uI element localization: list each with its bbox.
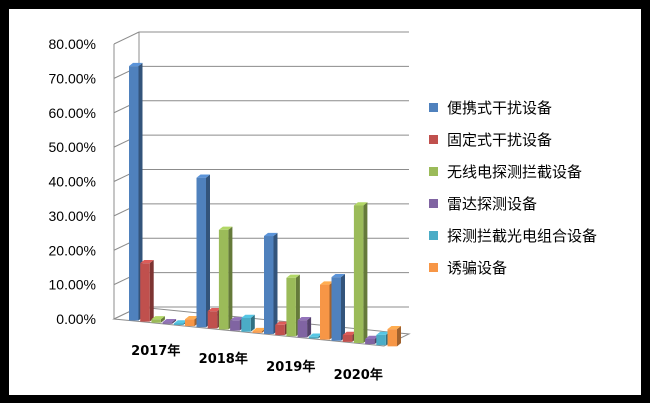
chart-frame: 0.00% 10.00% 20.00% 30.00% 40.00% 50.00% 60.00… xyxy=(9,9,641,395)
bar-top xyxy=(275,321,289,325)
bar-side xyxy=(160,316,165,323)
bar xyxy=(140,263,150,322)
bar-top xyxy=(230,317,244,321)
y-tick-label: 40.00% xyxy=(49,174,96,190)
gridline-depth xyxy=(113,31,140,45)
bar-side xyxy=(250,314,255,332)
bar-top xyxy=(241,314,255,318)
bar-top xyxy=(387,325,401,330)
bar xyxy=(162,322,173,324)
bar-top xyxy=(297,316,312,321)
bar-top xyxy=(264,232,278,237)
bar xyxy=(173,323,184,325)
bar-top xyxy=(196,174,210,178)
y-tick-label: 10.00% xyxy=(49,277,96,293)
bar xyxy=(207,311,218,329)
y-tick-label: 70.00% xyxy=(49,70,96,86)
bar-chart: 0.00% 10.00% 20.00% 30.00% 40.00% 50.00% 60.00… xyxy=(49,31,597,383)
legend-swatch xyxy=(429,135,438,144)
bar xyxy=(308,336,319,339)
bar-top xyxy=(185,316,199,320)
bar xyxy=(331,277,341,341)
bar-side xyxy=(273,232,278,334)
x-tick-label: 2018年 xyxy=(199,351,248,367)
bar-top xyxy=(173,320,188,324)
bar xyxy=(252,331,262,333)
bar-top xyxy=(162,318,177,323)
legend-label: 固定式干扰设备 xyxy=(447,131,552,149)
bar-top xyxy=(252,327,266,332)
bar-top xyxy=(308,333,323,337)
bar-side xyxy=(363,202,368,343)
bar-top xyxy=(151,316,165,320)
bar xyxy=(365,338,375,345)
legend-swatch xyxy=(429,103,438,112)
bar-side xyxy=(307,316,312,338)
legend-swatch xyxy=(429,231,438,240)
bar-side xyxy=(149,259,154,322)
bar-top xyxy=(286,274,300,278)
bar xyxy=(185,319,195,327)
legend-label: 便携式干扰设备 xyxy=(447,99,552,117)
y-tick-label: 20.00% xyxy=(49,242,96,258)
bar-side xyxy=(397,325,401,347)
bar xyxy=(342,334,353,342)
bar xyxy=(129,66,139,321)
bar-top xyxy=(365,335,379,339)
y-tick-label: 60.00% xyxy=(49,105,96,121)
bar-side xyxy=(138,62,143,321)
bar xyxy=(376,334,386,346)
bar xyxy=(241,317,251,332)
bar xyxy=(230,320,240,331)
bar xyxy=(286,277,296,337)
y-tick-label: 30.00% xyxy=(49,208,96,224)
bar-top xyxy=(218,226,233,230)
x-tick-label: 2017年 xyxy=(131,343,180,359)
y-tick-label: 80.00% xyxy=(49,36,96,52)
bar-top xyxy=(342,331,357,335)
bar-top xyxy=(353,202,368,206)
legend-swatch xyxy=(429,263,438,272)
bar-side xyxy=(206,174,210,328)
x-tick-label: 2020年 xyxy=(334,367,383,383)
bar xyxy=(196,177,206,328)
legend-swatch xyxy=(429,167,438,176)
y-tick-label: 0.00% xyxy=(56,311,96,327)
bar xyxy=(297,320,308,338)
bar xyxy=(353,205,364,343)
bar-top xyxy=(140,259,154,264)
legend-label: 诱骗设备 xyxy=(447,259,507,277)
bar xyxy=(387,329,397,347)
bar xyxy=(151,319,161,323)
y-tick-label: 50.00% xyxy=(49,139,96,155)
bar-side xyxy=(172,318,177,324)
bar-top xyxy=(376,331,390,335)
bar-top xyxy=(129,62,143,67)
bar xyxy=(275,324,285,336)
legend-swatch xyxy=(429,199,438,208)
bar-top xyxy=(331,273,345,278)
bar-top xyxy=(207,307,222,312)
legend-label: 雷达探测设备 xyxy=(447,195,537,213)
bar xyxy=(218,229,229,330)
bar-top xyxy=(320,281,334,285)
bar-side xyxy=(341,273,345,341)
legend-label: 探测拦截光电组合设备 xyxy=(447,227,597,245)
bar xyxy=(320,284,330,340)
x-tick-label: 2019年 xyxy=(266,359,315,375)
bar xyxy=(264,236,274,334)
bar-side xyxy=(228,226,233,330)
legend-label: 无线电探测拦截设备 xyxy=(447,163,582,181)
